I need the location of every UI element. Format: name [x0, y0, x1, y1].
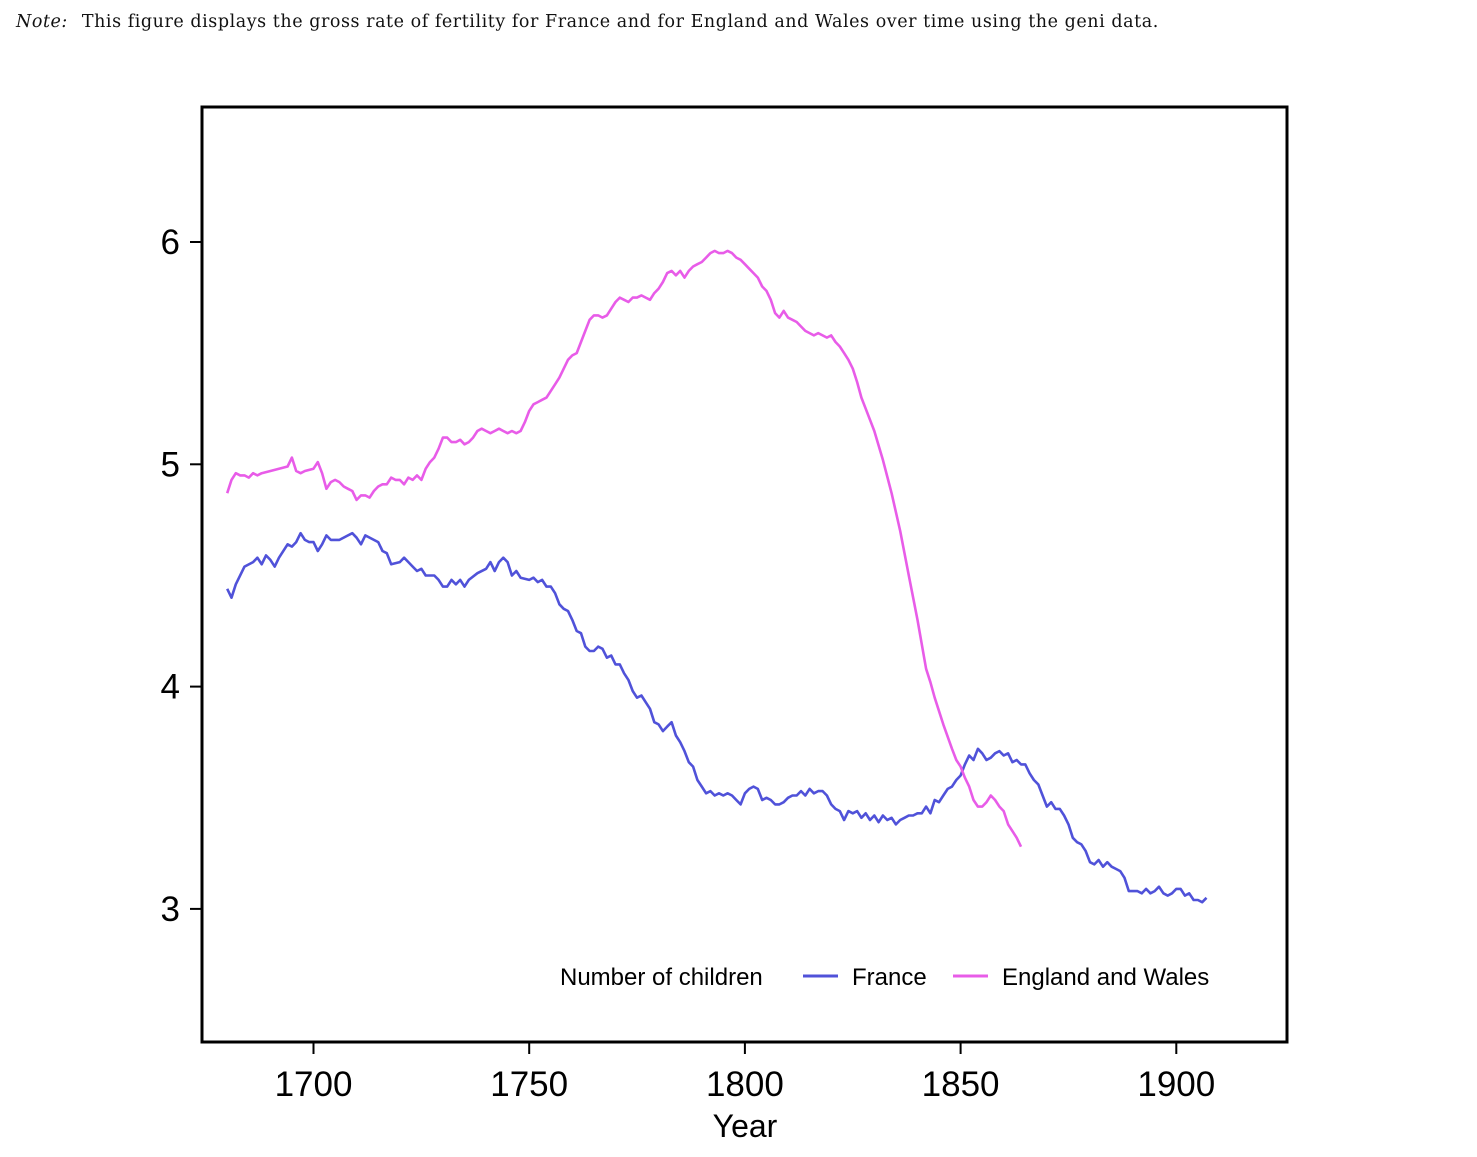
y-tick-label: 3: [161, 890, 180, 929]
note-label: Note:: [16, 12, 68, 32]
x-tick-label: 1900: [1137, 1065, 1215, 1104]
y-tick-label: 6: [161, 223, 180, 262]
y-axis: 3 4 5 6: [161, 223, 202, 929]
series-line-england-and-wales: [225, 249, 1023, 848]
y-tick-label: 4: [161, 668, 180, 707]
legend-label-france: France: [852, 964, 927, 991]
x-tick-label: 1850: [922, 1065, 1000, 1104]
x-tick-label: 1800: [706, 1065, 784, 1104]
plot-frame: [200, 105, 1289, 1044]
note-text: This figure displays the gross rate of f…: [81, 12, 1159, 32]
x-tick-label: 1750: [490, 1065, 568, 1104]
legend-label-england-and-wales: England and Wales: [1002, 964, 1209, 991]
series-layer: [225, 249, 1208, 904]
x-axis: 1700 1750 1800 1850 1900: [275, 1042, 1215, 1104]
x-axis-title: Year: [713, 1108, 778, 1144]
series-line-france: [226, 531, 1208, 904]
legend: Number of children France England and Wa…: [560, 964, 1209, 991]
legend-title: Number of children: [560, 964, 763, 991]
figure-note: Note: This figure displays the gross rate…: [16, 12, 1159, 32]
x-tick-label: 1700: [275, 1065, 353, 1104]
y-tick-label: 5: [161, 445, 180, 484]
